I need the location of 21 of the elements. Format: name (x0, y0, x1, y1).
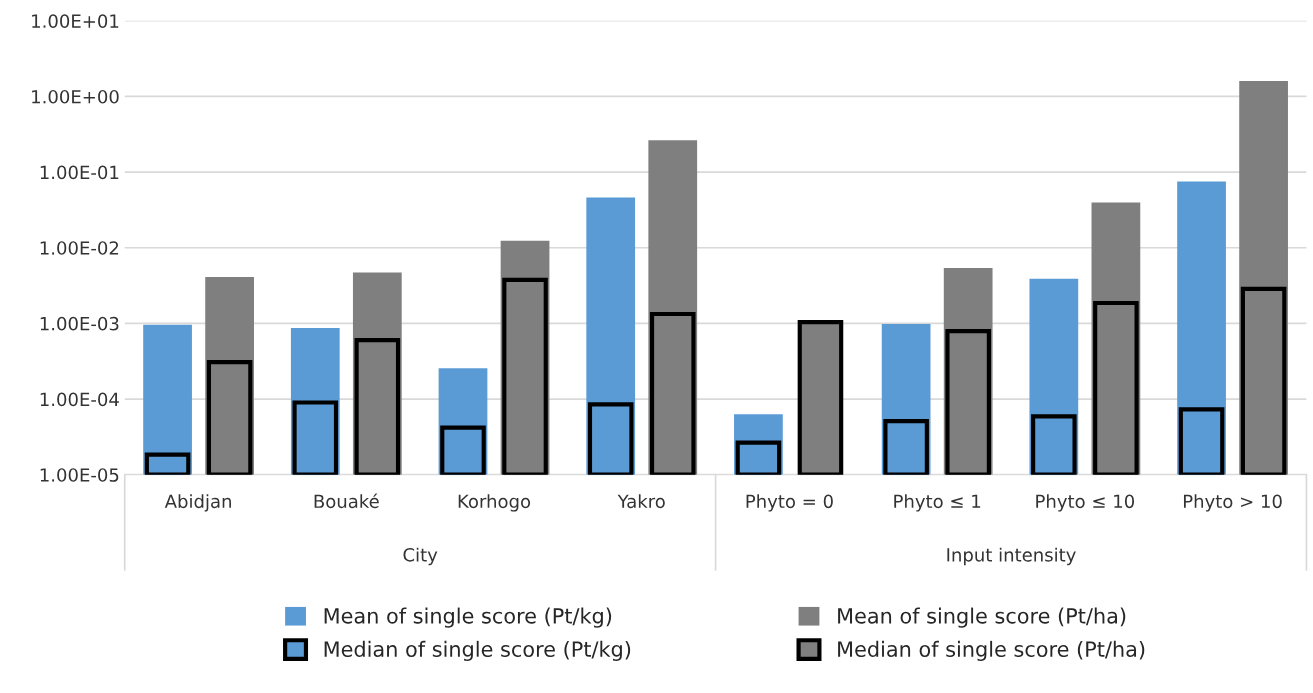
x-tick-label: Phyto ≤ 1 (894, 494, 981, 512)
x-tick-label: Korhogo (458, 494, 531, 512)
text: City (403, 547, 438, 566)
y-tick-label: 1.00E-02 (40, 241, 119, 255)
y-tick-label: 1.00E+00 (32, 89, 119, 104)
y-tick-label: 1.00E-01 (40, 165, 119, 180)
x-tick-label: Phyto ≤ 10 (1036, 494, 1135, 512)
x-tick-label: Phyto = 0 (746, 494, 833, 512)
y-tick-label: 1.00E-03 (40, 316, 119, 331)
y-tick-label: 1.00E-04 (40, 392, 119, 407)
legend-label: Mean of single score (Pt/kg) (324, 607, 612, 628)
y-tick-label: 1.00E-05 (40, 468, 119, 482)
x-tick-label: Bouaké (314, 493, 379, 509)
legend-label: Median of single score (Pt/ha) (838, 640, 1145, 662)
legend-label: Median of single score (Pt/kg) (324, 640, 631, 662)
x-tick-label: Yakro (617, 494, 665, 509)
x-tick-label: Abidjan (164, 494, 231, 512)
x-tick-label: Phyto > 10 (1183, 494, 1282, 512)
text: Input intensity (947, 547, 1076, 566)
legend-label: Mean of single score (Pt/ha) (838, 607, 1126, 628)
y-tick-label: 1.00E+01 (32, 14, 119, 28)
